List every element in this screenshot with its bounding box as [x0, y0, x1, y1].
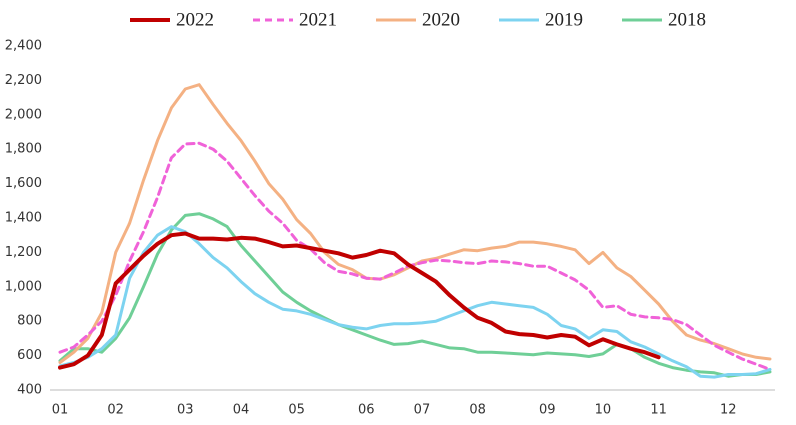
series-line [58, 141, 772, 371]
x-tick-label: 09 [539, 403, 556, 418]
y-tick-label: 800 [17, 314, 42, 329]
x-tick-label: 08 [469, 403, 486, 418]
y-tick-label: 2,200 [5, 73, 42, 88]
series-line [58, 231, 661, 370]
series-line [58, 225, 772, 379]
y-tick-label: 1,200 [5, 245, 42, 260]
x-tick-label: 07 [414, 403, 431, 418]
x-tick-label: 10 [595, 403, 612, 418]
y-tick-label: 1,000 [5, 279, 42, 294]
legend-label: 2020 [422, 9, 460, 30]
x-tick-label: 03 [177, 403, 194, 418]
y-tick-label: 2,400 [5, 39, 42, 54]
x-tick-label: 11 [650, 403, 667, 418]
x-tick-label: 01 [52, 403, 69, 418]
y-tick-label: 1,400 [5, 211, 42, 226]
legend-label: 2022 [176, 9, 214, 30]
x-tick-label: 02 [107, 403, 124, 418]
legend-label: 2021 [299, 9, 337, 30]
legend-label: 2018 [668, 9, 706, 30]
y-tick-label: 600 [17, 348, 42, 363]
y-tick-label: 2,000 [5, 107, 42, 122]
y-tick-label: 1,800 [5, 142, 42, 157]
y-tick-label: 400 [17, 383, 42, 398]
y-tick-label: 1,600 [5, 176, 42, 191]
series-line [58, 83, 772, 364]
series-line [58, 212, 772, 378]
x-tick-label: 06 [358, 403, 375, 418]
x-tick-label: 05 [288, 403, 305, 418]
x-tick-label: 12 [720, 403, 737, 418]
legend-label: 2019 [545, 9, 583, 30]
x-tick-label: 04 [233, 403, 250, 418]
